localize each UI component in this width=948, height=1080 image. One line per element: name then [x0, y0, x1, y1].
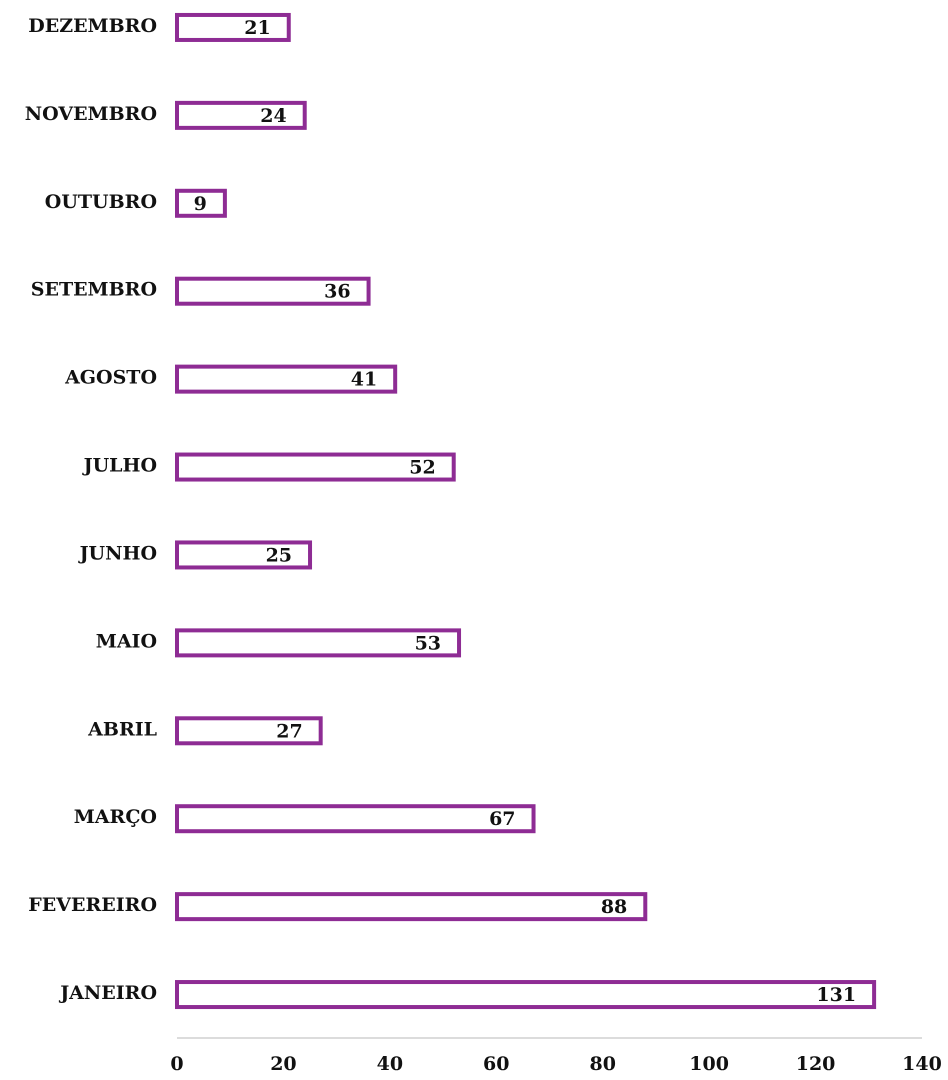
- bar: [175, 980, 877, 1010]
- y-tick-label: ABRIL: [87, 718, 157, 740]
- y-tick-label: MAIO: [96, 630, 157, 652]
- x-tick-label: 140: [902, 1053, 942, 1075]
- x-tick-label: 20: [270, 1053, 296, 1075]
- bar: [175, 540, 313, 570]
- bar: [175, 804, 536, 834]
- data-label: 9: [194, 193, 207, 215]
- x-tick-label: 0: [170, 1053, 183, 1075]
- y-tick-label: JULHO: [82, 455, 157, 477]
- x-tick-label: 100: [689, 1053, 729, 1075]
- x-tick-label: 40: [377, 1053, 403, 1075]
- y-tick-label: JANEIRO: [58, 982, 157, 1004]
- bar: [175, 452, 456, 482]
- data-label: 41: [351, 369, 377, 391]
- bar: [175, 364, 398, 394]
- bar: [175, 892, 648, 922]
- bar: [175, 12, 291, 42]
- data-label: 24: [260, 105, 286, 127]
- x-tick-label: 120: [796, 1053, 836, 1075]
- bar: [175, 276, 371, 306]
- bar: [175, 100, 307, 130]
- bar: [175, 716, 323, 746]
- y-tick-label: SETEMBRO: [31, 279, 157, 301]
- y-tick-label: AGOSTO: [64, 367, 157, 389]
- data-label: 88: [601, 896, 627, 918]
- data-label: 27: [276, 720, 302, 742]
- data-label: 53: [415, 632, 441, 654]
- y-tick-label: NOVEMBRO: [25, 103, 157, 125]
- y-tick-label: DEZEMBRO: [28, 15, 157, 37]
- bar: [175, 628, 462, 658]
- y-tick-label: JUNHO: [78, 542, 157, 564]
- data-label: 131: [816, 984, 856, 1006]
- x-tick-label: 60: [483, 1053, 509, 1075]
- data-label: 36: [324, 281, 350, 303]
- y-tick-label: MARÇO: [74, 806, 157, 828]
- data-label: 21: [244, 17, 270, 39]
- data-label: 67: [489, 808, 515, 830]
- bar: [175, 188, 227, 218]
- data-label: 25: [266, 544, 292, 566]
- data-label: 52: [409, 457, 435, 479]
- x-tick-label: 80: [589, 1053, 615, 1075]
- y-tick-label: FEVEREIRO: [28, 894, 157, 916]
- y-tick-label: OUTUBRO: [45, 191, 157, 213]
